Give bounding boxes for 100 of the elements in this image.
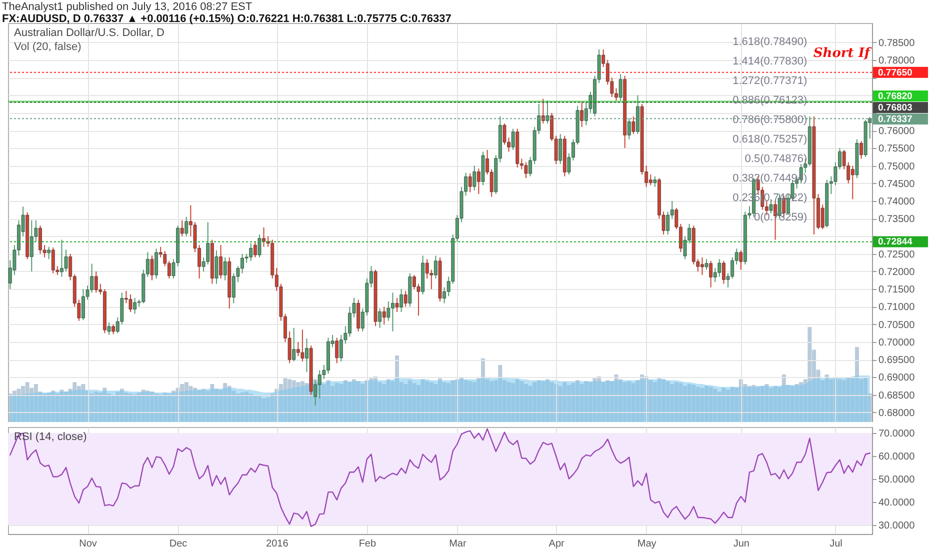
candlestick — [258, 234, 262, 258]
x-tick-label: Jun — [733, 538, 750, 550]
bar — [622, 382, 627, 422]
bar — [46, 392, 51, 422]
ref-line-label: 0.76803 — [878, 102, 912, 114]
bar — [102, 388, 107, 422]
bar — [60, 390, 64, 422]
bar — [864, 377, 868, 422]
x-tick-label: Nov — [79, 538, 97, 550]
bar — [511, 383, 516, 422]
bar — [666, 381, 670, 422]
bar — [334, 383, 339, 422]
bar — [450, 380, 455, 422]
bar — [506, 382, 511, 422]
y-tick-label: 0.72500 — [878, 249, 916, 260]
y-tick-label: 0.75000 — [878, 161, 916, 172]
bar — [146, 390, 150, 422]
bar — [51, 390, 56, 422]
candlestick — [300, 329, 304, 362]
candlestick — [472, 165, 476, 191]
bar — [202, 388, 206, 422]
candlestick — [150, 255, 154, 281]
bar — [700, 388, 704, 422]
annotation: 1.272(0.77371) — [732, 75, 808, 87]
bar — [300, 381, 304, 422]
bar — [838, 379, 842, 422]
bar — [648, 380, 653, 422]
y-tick-label: 0.68500 — [878, 390, 916, 402]
x-tick-label: May — [637, 538, 656, 550]
bar — [652, 382, 657, 422]
bar — [730, 386, 734, 422]
bar — [197, 390, 202, 422]
bar — [687, 384, 692, 422]
bar — [782, 374, 786, 422]
candlestick — [94, 270, 98, 294]
bar — [94, 392, 98, 422]
bar — [296, 382, 300, 422]
bar — [558, 386, 562, 422]
bar — [627, 381, 632, 422]
bar — [520, 381, 524, 422]
bar — [584, 381, 588, 422]
bar — [631, 383, 636, 422]
bar — [55, 394, 60, 422]
bar — [167, 394, 172, 422]
bar — [713, 388, 718, 422]
bar — [846, 377, 850, 422]
bar — [16, 388, 21, 422]
bar — [158, 394, 163, 422]
text: Vol (20, false) — [14, 41, 82, 53]
bar — [412, 383, 416, 422]
bar — [120, 388, 124, 422]
y-tick-label: 0.71500 — [878, 284, 916, 296]
bar — [248, 394, 253, 422]
bar — [588, 382, 592, 422]
bar — [240, 392, 244, 422]
bar — [592, 378, 597, 422]
ref-line-label: 0.72844 — [878, 236, 914, 248]
bar — [244, 392, 249, 422]
y-tick-label: 0.70000 — [878, 337, 916, 348]
bar — [528, 386, 532, 422]
text: TheAnalyst1 published on July 13, 2016 08:27 EST — [2, 1, 252, 13]
bar — [253, 395, 258, 422]
bar — [356, 381, 360, 422]
bar — [678, 383, 683, 422]
y-tick-label: 0.78500 — [878, 38, 916, 49]
bar — [184, 382, 188, 422]
bar — [515, 379, 520, 422]
x-tick-label: Feb — [358, 538, 376, 550]
y-tick-label: 70.0000 — [878, 428, 916, 440]
y-tick-label: 0.78000 — [878, 56, 916, 67]
bar — [580, 384, 584, 422]
y-tick-label: 0.69000 — [878, 372, 916, 384]
bar — [708, 386, 713, 422]
y-tick-label: 0.74000 — [878, 196, 916, 208]
candlestick — [468, 173, 472, 193]
bar — [824, 374, 829, 422]
bar — [468, 381, 472, 422]
bar — [674, 382, 678, 422]
bar — [498, 365, 502, 422]
bar — [72, 382, 77, 422]
bar — [25, 382, 30, 422]
y-tick-label: 40.0000 — [878, 497, 916, 508]
annotation: 1.414(0.77830) — [732, 56, 808, 68]
bar — [34, 384, 38, 422]
bar — [571, 383, 576, 422]
bar — [606, 380, 610, 422]
ref-line-label: 0.77650 — [878, 67, 912, 78]
y-tick-label: 60.0000 — [878, 452, 916, 463]
bar — [722, 388, 726, 422]
bar — [541, 381, 546, 422]
y-tick-label: 0.71000 — [878, 302, 916, 314]
bar — [76, 386, 81, 422]
ref-line-label: 0.76820 — [878, 90, 912, 102]
bar — [154, 394, 158, 422]
y-tick-label: 0.68000 — [878, 408, 916, 419]
bar — [717, 392, 722, 422]
annotation: 0.618(0.75257) — [732, 134, 808, 146]
bar — [180, 384, 184, 422]
bar — [162, 392, 167, 422]
bar — [132, 394, 137, 422]
